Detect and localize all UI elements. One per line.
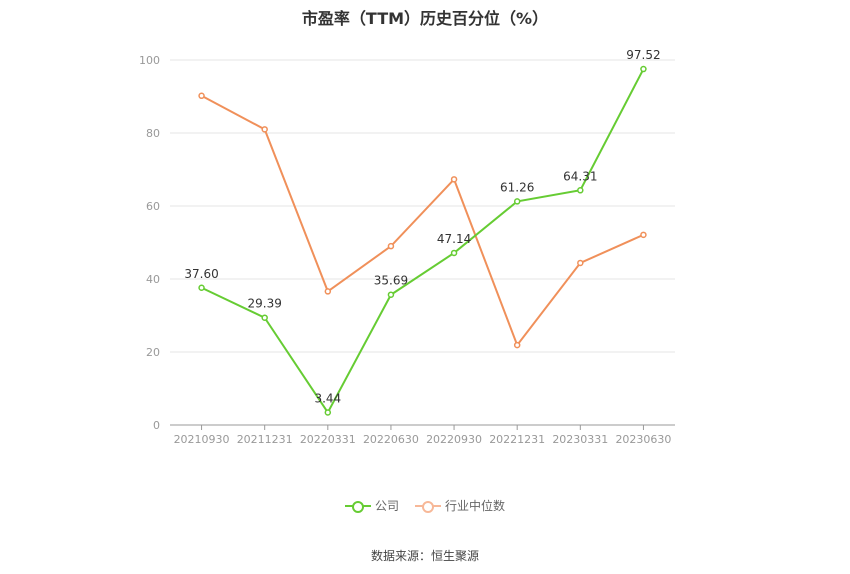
data-label-20210930: 37.60 <box>184 267 218 281</box>
x-tick-label-20210930: 20210930 <box>174 433 230 446</box>
x-tick-label-20220930: 20220930 <box>426 433 482 446</box>
x-tick-label-20230331: 20230331 <box>552 433 608 446</box>
legend-swatch-industry-median <box>415 499 441 513</box>
series-1-point-20220630 <box>387 242 395 250</box>
x-tick-label-20221231: 20221231 <box>489 433 545 446</box>
series-1-point-20210930 <box>198 92 205 100</box>
legend: 公司 行业中位数 <box>0 497 850 514</box>
y-tick-label-0: 0 <box>153 419 160 432</box>
legend-swatch-company <box>344 499 371 513</box>
series-0-point-20220930 <box>450 249 458 257</box>
y-tick-label-60: 60 <box>146 200 160 213</box>
data-label-20211231: 29.39 <box>248 297 282 311</box>
legend-label-company: 公司 <box>374 499 399 513</box>
data-label-20230630: 97.52 <box>626 48 660 62</box>
series-line-1 <box>201 94 644 348</box>
series-0-point-20230331 <box>577 187 584 194</box>
y-tick-label-100: 100 <box>139 54 160 67</box>
grid-lines <box>170 59 675 353</box>
series-1-point-20230630 <box>640 231 647 239</box>
x-tick-label-20220630: 20220630 <box>363 433 419 446</box>
data-label-20220331: 3.44 <box>314 391 341 405</box>
chart-title: 市盈率（TTM）历史百分位（%） <box>301 9 549 28</box>
legend-item-company[interactable]: 公司 <box>344 497 399 514</box>
series-1-point-20220331 <box>324 288 332 295</box>
series-0-point-20220630 <box>387 291 395 298</box>
data-label-20230331: 64.31 <box>563 169 597 183</box>
x-tick-label-20211231: 20211231 <box>237 433 293 446</box>
x-tick-label-20230630: 20230630 <box>615 433 671 446</box>
y-tick-label-40: 40 <box>146 273 160 286</box>
series-0-point-20210930 <box>198 284 205 292</box>
series-1-point-20211231 <box>261 126 268 133</box>
data-source: 数据来源：恒生聚源 <box>370 549 479 563</box>
series-0-point-20211231 <box>261 314 268 321</box>
series-0-point-20230630 <box>640 65 647 73</box>
x-axis: 20210930 20211231 20220331 20220630 20220930… <box>170 424 675 446</box>
series-0-point-20220331 <box>324 409 332 416</box>
x-tick-label-20220331: 20220331 <box>300 433 356 446</box>
legend-item-industry-median[interactable]: 行业中位数 <box>415 497 505 514</box>
series-1-point-20230331 <box>577 259 584 267</box>
y-axis: 0 20 40 60 80 100 <box>139 54 160 432</box>
legend-label-industry-median: 行业中位数 <box>445 499 506 513</box>
data-label-20220630: 35.69 <box>374 274 408 288</box>
y-tick-label-20: 20 <box>146 346 160 359</box>
series-line-0 <box>201 68 645 415</box>
data-label-20220930: 47.14 <box>437 232 471 246</box>
series-group <box>198 65 647 416</box>
series-1-point-20220930 <box>450 176 458 183</box>
series-0-point-20221231 <box>513 198 521 205</box>
data-label-20221231: 61.26 <box>500 180 534 194</box>
series-1-point-20221231 <box>513 341 521 349</box>
y-tick-label-80: 80 <box>146 127 160 140</box>
data-labels: 37.60 29.39 3.44 35.69 47.14 61.26 64.31 97.52 <box>184 48 660 405</box>
